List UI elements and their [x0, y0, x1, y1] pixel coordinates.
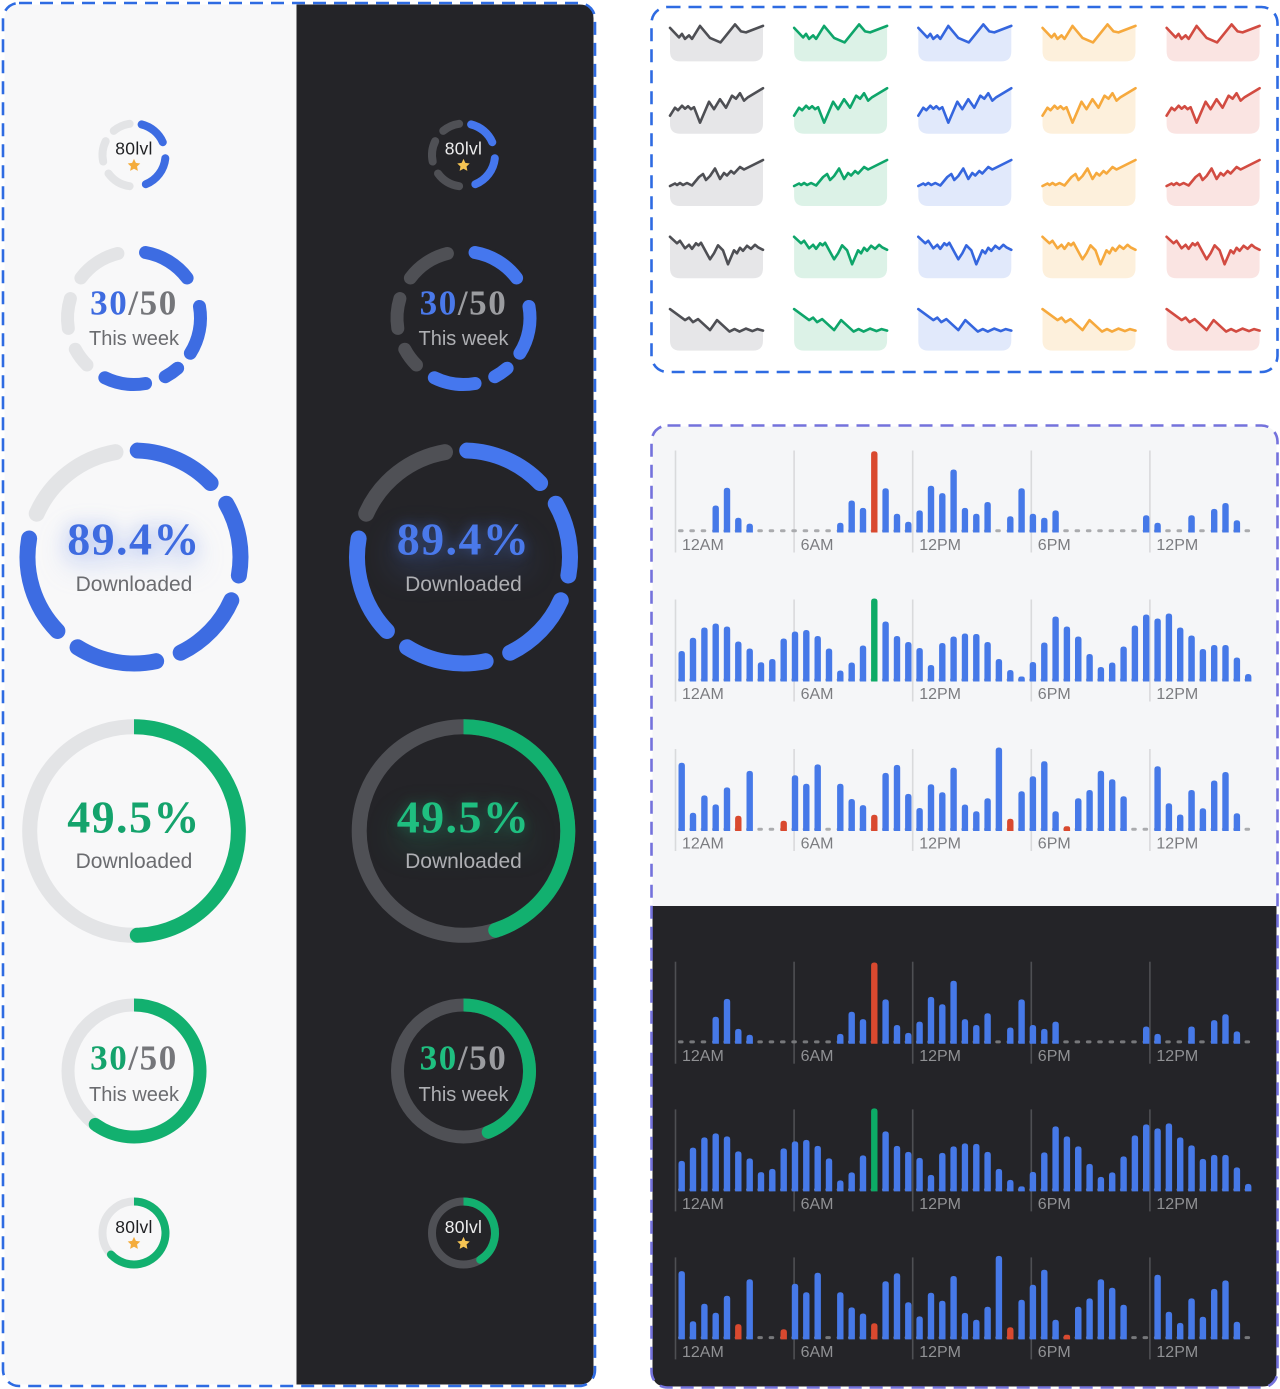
svg-text:12PM: 12PM: [919, 1344, 961, 1361]
svg-text:12AM: 12AM: [682, 537, 724, 554]
svg-text:12PM: 12PM: [1156, 1344, 1198, 1361]
svg-text:6AM: 6AM: [801, 1048, 834, 1065]
svg-text:12PM: 12PM: [1156, 836, 1198, 853]
svg-text:Downloaded: Downloaded: [405, 850, 522, 873]
svg-text:49.5%: 49.5%: [397, 792, 531, 843]
svg-text:6PM: 6PM: [1038, 1048, 1071, 1065]
svg-text:12AM: 12AM: [682, 836, 724, 853]
svg-text:89.4%: 89.4%: [67, 514, 201, 565]
svg-text:80lvl: 80lvl: [445, 1217, 483, 1237]
svg-text:30/50: 30/50: [90, 1039, 178, 1078]
svg-text:80lvl: 80lvl: [115, 1217, 153, 1237]
svg-text:This week: This week: [418, 328, 509, 350]
svg-text:89.4%: 89.4%: [397, 514, 531, 565]
svg-text:Downloaded: Downloaded: [76, 850, 193, 873]
svg-text:12PM: 12PM: [919, 1048, 961, 1065]
svg-text:30/50: 30/50: [90, 284, 178, 323]
svg-text:12AM: 12AM: [682, 1196, 724, 1213]
svg-text:12PM: 12PM: [919, 1196, 961, 1213]
svg-text:6PM: 6PM: [1038, 537, 1071, 554]
svg-text:12PM: 12PM: [1156, 1196, 1198, 1213]
svg-text:12AM: 12AM: [682, 1048, 724, 1065]
svg-text:12PM: 12PM: [1156, 1048, 1198, 1065]
svg-text:12PM: 12PM: [1156, 537, 1198, 554]
svg-text:This week: This week: [418, 1084, 509, 1106]
svg-text:6AM: 6AM: [801, 836, 834, 853]
svg-text:12AM: 12AM: [682, 1344, 724, 1361]
svg-text:This week: This week: [89, 1084, 180, 1106]
svg-text:Downloaded: Downloaded: [405, 573, 522, 596]
svg-text:6AM: 6AM: [801, 537, 834, 554]
svg-text:80lvl: 80lvl: [115, 138, 153, 158]
svg-text:6AM: 6AM: [801, 1196, 834, 1213]
svg-text:6PM: 6PM: [1038, 686, 1071, 703]
svg-text:6PM: 6PM: [1038, 1344, 1071, 1361]
svg-text:30/50: 30/50: [420, 1039, 508, 1078]
svg-text:Downloaded: Downloaded: [76, 573, 193, 596]
svg-text:30/50: 30/50: [420, 284, 508, 323]
svg-text:12PM: 12PM: [1156, 686, 1198, 703]
svg-text:49.5%: 49.5%: [67, 792, 201, 843]
svg-text:6AM: 6AM: [801, 1344, 834, 1361]
svg-text:12AM: 12AM: [682, 686, 724, 703]
svg-text:This week: This week: [89, 328, 180, 350]
svg-text:12PM: 12PM: [919, 537, 961, 554]
svg-text:6PM: 6PM: [1038, 836, 1071, 853]
svg-text:12PM: 12PM: [919, 686, 961, 703]
svg-text:6AM: 6AM: [801, 686, 834, 703]
svg-text:6PM: 6PM: [1038, 1196, 1071, 1213]
svg-text:80lvl: 80lvl: [445, 138, 483, 158]
svg-text:12PM: 12PM: [919, 836, 961, 853]
